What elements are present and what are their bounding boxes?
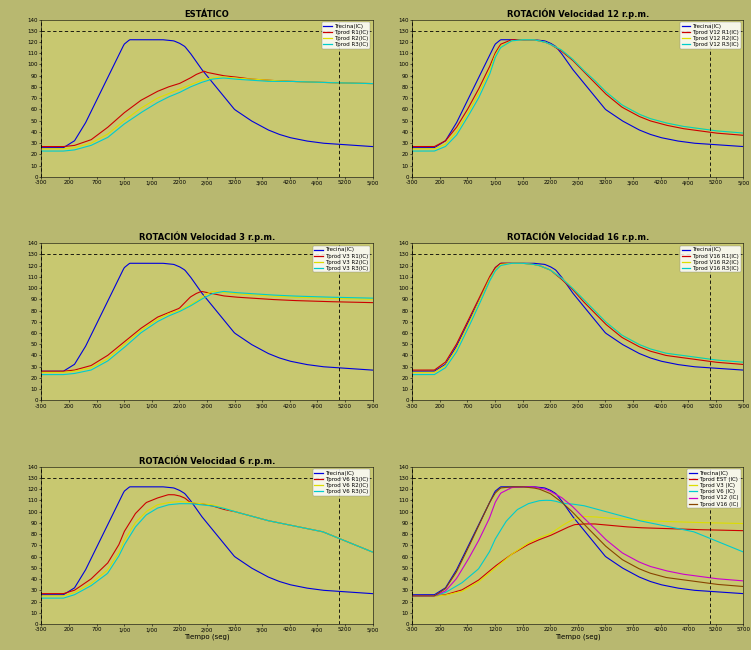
Legend: Trecina(lC), Tprod V16 R1(lC), Tprod V16 R2(lC), Tprod V16 R3(lC): Trecina(lC), Tprod V16 R1(lC), Tprod V16… [680,246,740,272]
Title: ROTACIÓN Velocidad 3 r.p.m.: ROTACIÓN Velocidad 3 r.p.m. [139,232,275,242]
Legend: Trecina(lC), Tprod V3 R1(lC), Tprod V3 R2(lC), Tprod V3 R3(lC): Trecina(lC), Tprod V3 R1(lC), Tprod V3 R… [312,246,369,272]
X-axis label: Tiempo (seg): Tiempo (seg) [555,634,601,640]
Legend: Trecina(lC), Tprod V12 R1(lC), Tprod V12 R2(lC), Tprod V12 R3(lC): Trecina(lC), Tprod V12 R1(lC), Tprod V12… [680,22,740,49]
Legend: Trecina(lC), Tprod R1(lC), Tprod R2(lC), Tprod R3(lC): Trecina(lC), Tprod R1(lC), Tprod R2(lC),… [321,22,369,49]
Title: ROTACIÓN Velocidad 16 r.p.m.: ROTACIÓN Velocidad 16 r.p.m. [507,232,649,242]
Legend: Trecina(lC), Tprod EST (lC), Tprod V3 (lC), Tprod V6 (lC), Tprod V12 (lC), Tprod: Trecina(lC), Tprod EST (lC), Tprod V3 (l… [687,469,740,508]
Legend: Trecina(lC), Tprod V6 R1(lC), Tprod V6 R2(lC), Tprod V6 R3(lC): Trecina(lC), Tprod V6 R1(lC), Tprod V6 R… [312,469,369,496]
Title: ROTACIÓN Velocidad 12 r.p.m.: ROTACIÓN Velocidad 12 r.p.m. [507,8,649,19]
Title: ROTACIÓN Velocidad 6 r.p.m.: ROTACIÓN Velocidad 6 r.p.m. [139,455,275,466]
Title: ESTÁTICO: ESTÁTICO [185,10,229,19]
X-axis label: Tiempo (seg): Tiempo (seg) [184,634,230,640]
